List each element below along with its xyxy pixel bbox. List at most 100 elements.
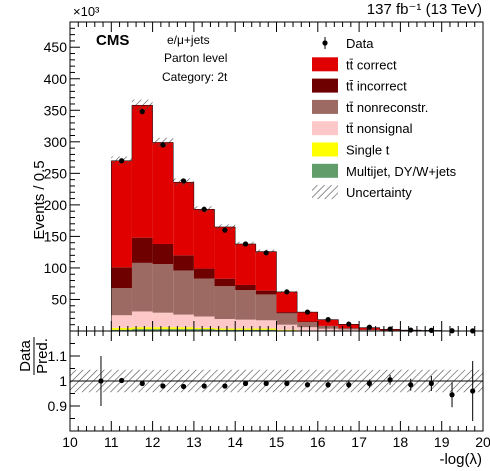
bar-tt-incorrect-bin-9 <box>276 312 298 314</box>
bar-tt-nonreconstr--bin-5 <box>193 278 215 317</box>
bar-single-t-bin-1 <box>111 327 132 330</box>
category-label: Category: 2t <box>162 70 228 84</box>
ratio-y-tick-label-1: 1 <box>59 373 67 389</box>
bar-tt-nonsignal-bin-6 <box>214 319 236 329</box>
data-point-bin-11 <box>325 317 331 323</box>
bar-tt-nonsignal-bin-4 <box>173 314 194 328</box>
ratio-point-17 <box>449 392 455 398</box>
bar-multijet-dy-w-jets-bin-3 <box>152 329 174 331</box>
y-tick-label-350: 350 <box>44 102 68 118</box>
legend-label-tt-nonsignal: tt̄ nonsignal <box>346 121 413 136</box>
exponent-label: ×10³ <box>73 4 100 19</box>
data-point-bin-4 <box>180 178 187 184</box>
legend-label-data: Data <box>346 36 374 51</box>
bar-tt-nonsignal-bin-11 <box>317 328 339 331</box>
legend-label-multijet-dy-w-jets: Multijet, DY/W+jets <box>346 164 457 179</box>
x-tick-label-15: 15 <box>269 434 285 450</box>
bar-tt-nonreconstr--bin-6 <box>214 286 236 320</box>
ratio-point-12 <box>346 382 352 388</box>
bar-tt-nonreconstr--bin-12 <box>338 328 360 330</box>
bar-tt-nonsignal-bin-12 <box>338 329 360 331</box>
bar-tt-nonreconstr--bin-11 <box>317 326 339 329</box>
bar-single-t-bin-6 <box>214 328 236 330</box>
y-tick-label-50: 50 <box>51 291 67 307</box>
x-tick-label-20: 20 <box>475 434 490 450</box>
bar-tt-incorrect-bin-8 <box>255 290 277 295</box>
lumi-label: 137 fb⁻¹ (13 TeV) <box>367 1 482 18</box>
bar-tt-nonsignal-bin-8 <box>255 320 277 329</box>
data-point-bin-12 <box>346 321 352 327</box>
bar-single-t-bin-9 <box>276 329 298 331</box>
bar-single-t-bin-4 <box>173 327 194 330</box>
ratio-plot-panel: 10 11 12 13 14 15 16 17 18 19 20 0.9 1 1.1 <box>48 330 490 450</box>
bar-tt-correct-bin-5 <box>193 209 215 269</box>
legend: Data tt̄ correct tt̄ incorrect tt̄ nonrecon… <box>312 36 457 200</box>
bar-tt-correct-bin-3 <box>152 142 174 244</box>
ratio-point-16 <box>428 380 434 387</box>
bar-tt-incorrect-bin-7 <box>235 284 256 291</box>
legend-label-tt-correct: tt̄ correct <box>346 57 397 72</box>
y-tick-label-400: 400 <box>44 71 68 87</box>
ratio-point-0 <box>98 378 104 384</box>
legend-swatch-single-t <box>312 142 338 157</box>
data-point-bin-2 <box>139 108 145 115</box>
bar-tt-nonreconstr--bin-8 <box>255 294 277 321</box>
bar-single-t-bin-8 <box>255 328 277 330</box>
ratio-label-data: Data <box>17 340 34 372</box>
legend-label-single-t: Single t <box>346 143 390 158</box>
bar-tt-incorrect-bin-10 <box>297 321 318 323</box>
bar-tt-nonsignal-bin-9 <box>276 324 298 330</box>
bar-tt-correct-bin-4 <box>173 182 194 256</box>
bar-tt-correct-bin-7 <box>235 243 256 285</box>
data-point-bin-9 <box>284 289 290 295</box>
bar-tt-incorrect-bin-1 <box>111 267 132 289</box>
x-tick-label-17: 17 <box>351 434 367 450</box>
legend-swatch-tt-incorrect <box>312 78 338 93</box>
bar-tt-nonsignal-bin-3 <box>152 312 174 328</box>
bar-tt-nonreconstr--bin-2 <box>131 262 153 312</box>
data-point-bin-13 <box>366 324 373 330</box>
bar-single-t-bin-5 <box>193 327 215 330</box>
ratio-point-10 <box>304 382 311 388</box>
legend-swatch-multijet-dy-w-jets <box>312 163 338 178</box>
ratio-point-8 <box>263 380 269 387</box>
ratio-point-14 <box>387 377 393 383</box>
bar-multijet-dy-w-jets-bin-5 <box>193 329 215 331</box>
y-tick-label-200: 200 <box>44 197 68 213</box>
channel-label: e/μ+jets <box>167 33 210 47</box>
data-point-bin-14 <box>387 326 393 332</box>
ratio-y-axis-label: Data Pred. <box>17 337 51 375</box>
bar-tt-correct-bin-8 <box>255 251 277 291</box>
y-tick-label-150: 150 <box>44 228 68 244</box>
bar-multijet-dy-w-jets-bin-4 <box>173 329 194 331</box>
ratio-y-tick-label-1.1: 1.1 <box>48 348 68 364</box>
ratio-point-11 <box>325 382 331 388</box>
bar-tt-correct-bin-6 <box>214 226 236 279</box>
bar-tt-incorrect-bin-6 <box>214 278 236 287</box>
y-axis-label: Events / 0.5 <box>31 160 48 239</box>
data-point-bin-16 <box>428 327 434 333</box>
data-point-bin-10 <box>304 309 311 315</box>
bar-multijet-dy-w-jets-bin-2 <box>131 329 153 331</box>
data-point-bin-7 <box>242 241 249 247</box>
bar-tt-nonsignal-bin-10 <box>297 327 318 331</box>
bar-tt-nonreconstr--bin-9 <box>276 313 298 325</box>
bar-tt-correct-bin-11 <box>317 319 339 326</box>
y-tick-label-300: 300 <box>44 134 68 150</box>
x-tick-label-11: 11 <box>104 434 119 450</box>
bar-tt-nonsignal-bin-2 <box>131 311 153 328</box>
legend-label-uncertainty: Uncertainty <box>346 185 412 200</box>
ratio-point-1 <box>119 377 125 384</box>
ratio-point-3 <box>160 383 166 389</box>
legend-marker-data <box>322 40 328 46</box>
bar-tt-nonreconstr--bin-4 <box>173 270 194 315</box>
bar-tt-correct-bin-10 <box>297 312 318 322</box>
legend-swatch-tt-correct <box>312 57 338 72</box>
ratio-point-7 <box>242 380 249 387</box>
ratio-point-13 <box>366 380 373 387</box>
x-tick-label-18: 18 <box>393 434 409 450</box>
bar-single-t-bin-7 <box>235 328 256 330</box>
bar-multijet-dy-w-jets-bin-1 <box>111 329 132 331</box>
bar-tt-nonreconstr--bin-13 <box>359 329 380 331</box>
